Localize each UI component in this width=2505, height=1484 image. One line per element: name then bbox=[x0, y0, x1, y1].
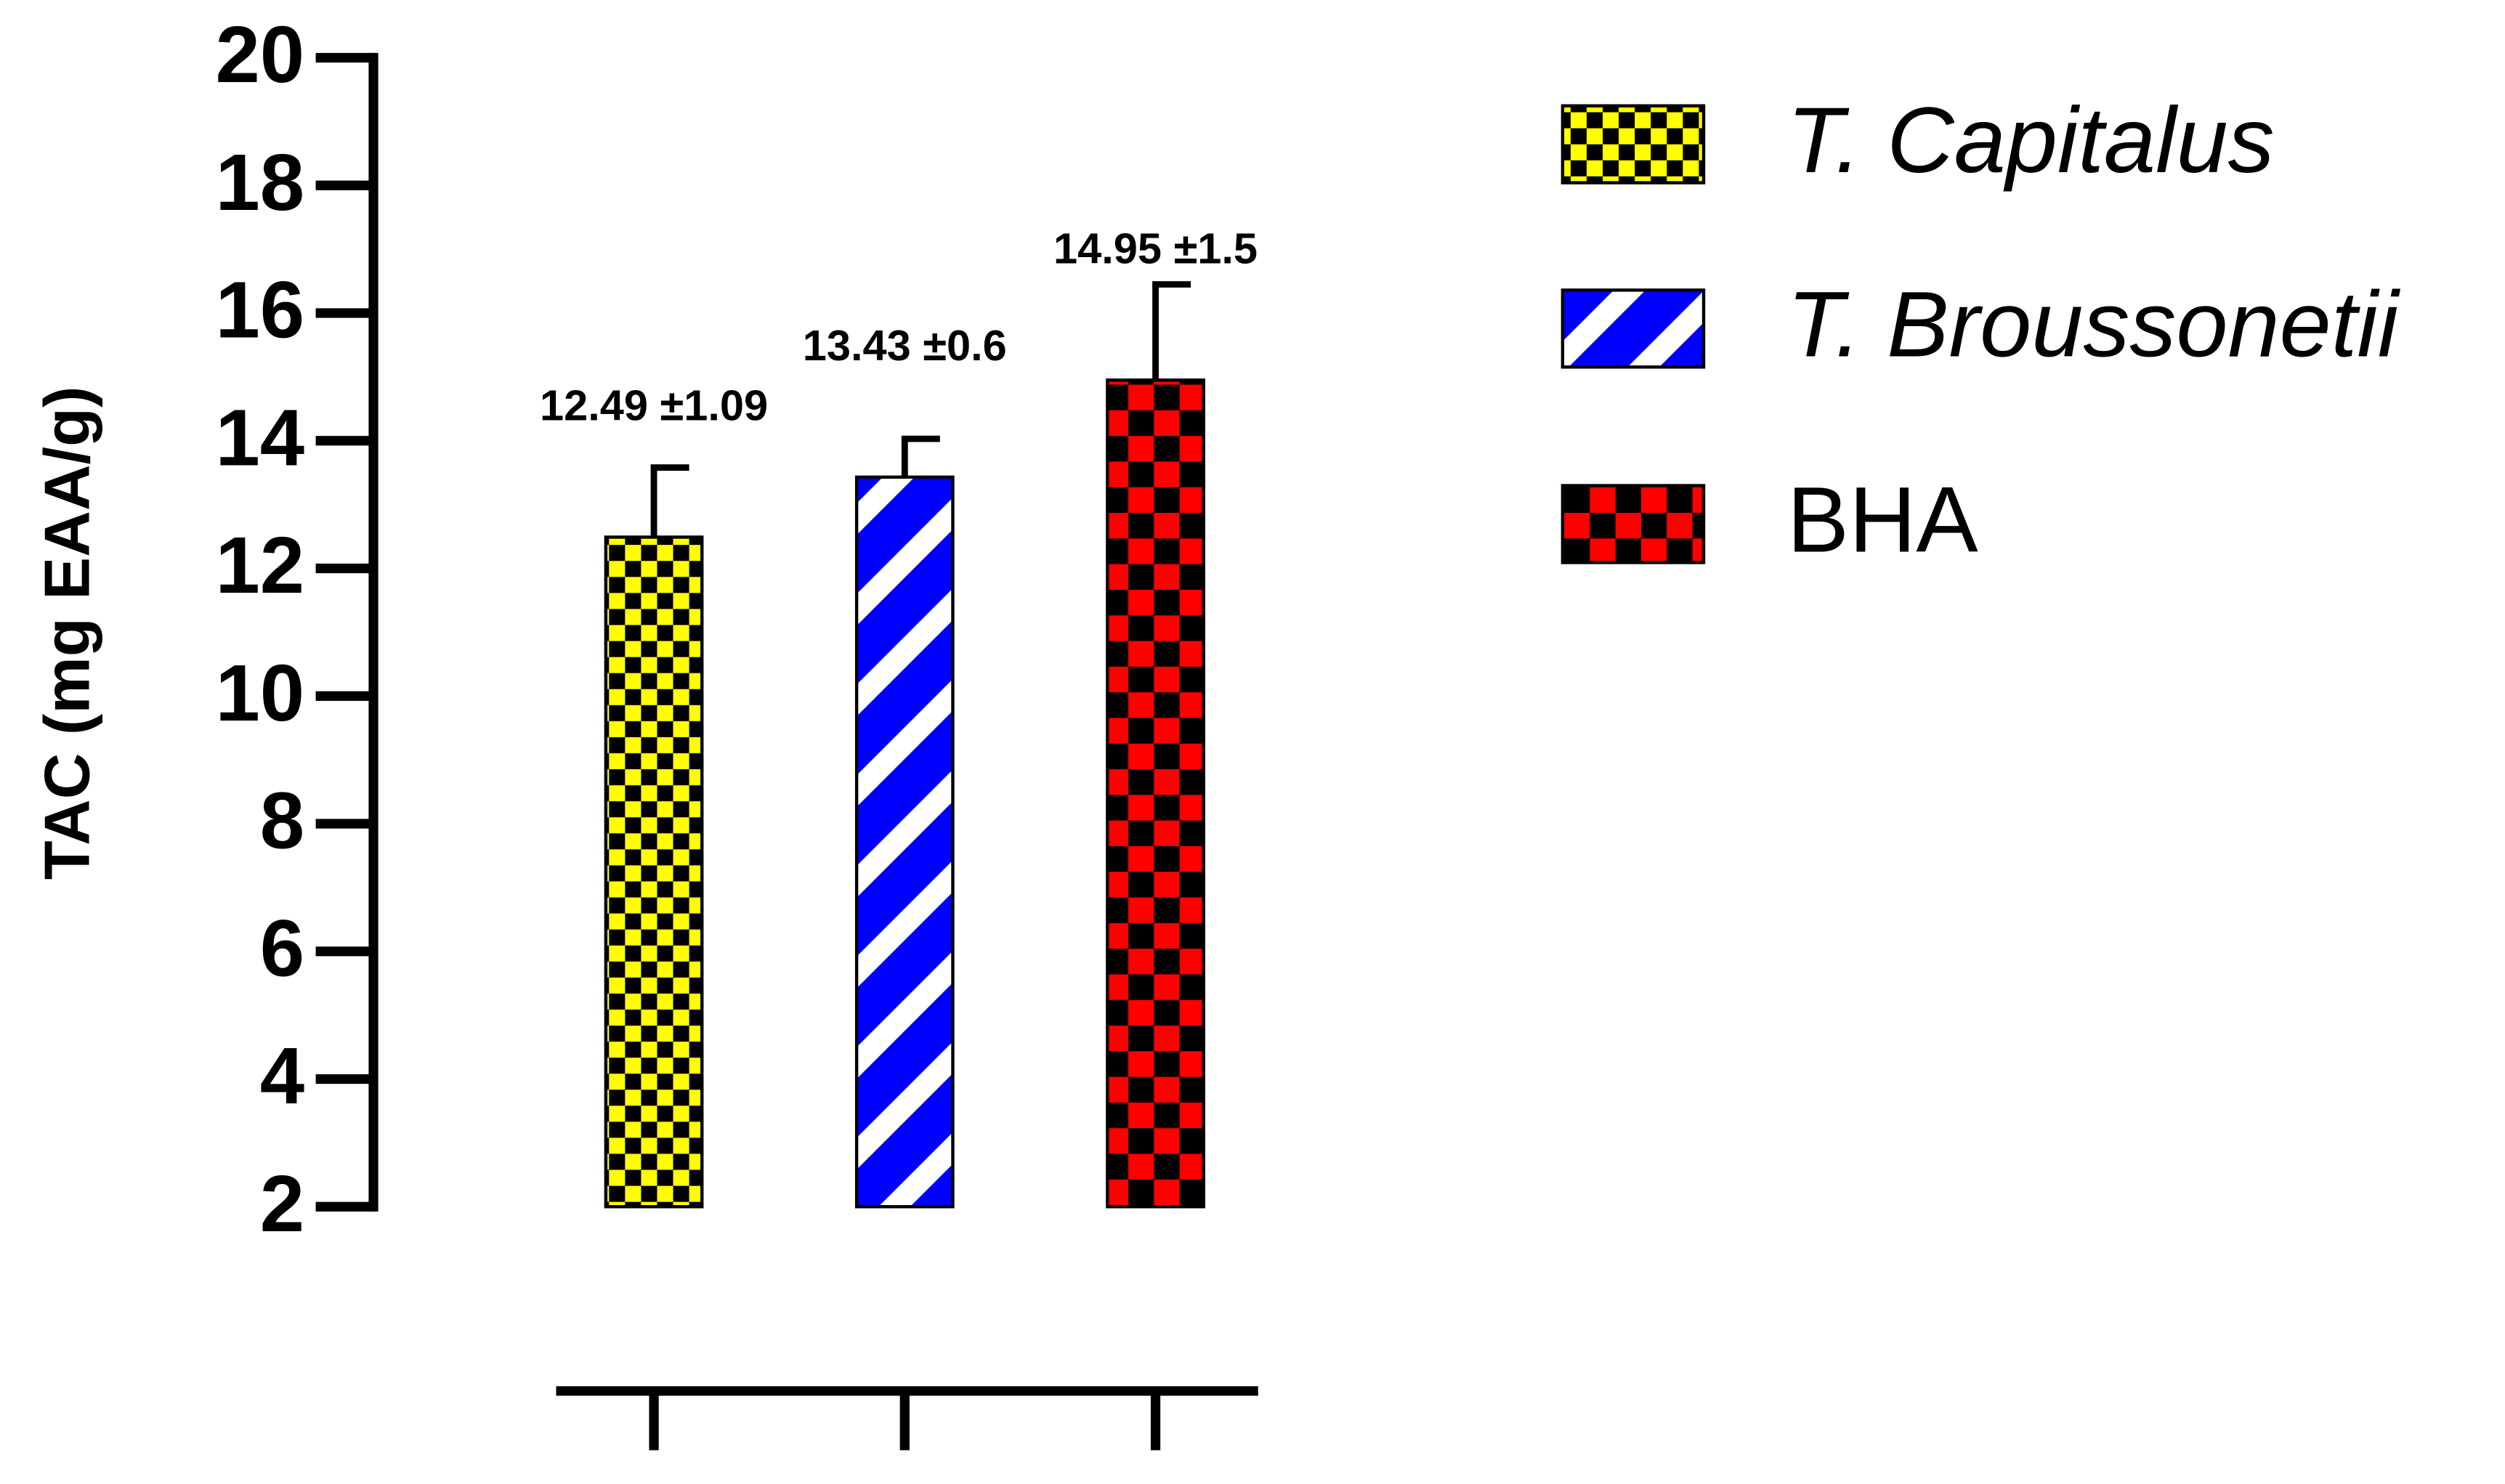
y-tick-label: 4 bbox=[260, 1031, 304, 1121]
error-bar bbox=[1152, 281, 1191, 381]
legend-label: T. Broussonetii bbox=[1787, 273, 2401, 377]
bar bbox=[854, 475, 955, 1209]
y-axis-label: TAC (mg EAA/g) bbox=[31, 386, 103, 880]
y-tick-label: 14 bbox=[215, 393, 304, 482]
y-tick-label: 10 bbox=[215, 649, 304, 738]
legend-swatch bbox=[1561, 288, 1706, 369]
value-label: 12.49 ±1.09 bbox=[540, 381, 768, 430]
value-label: 14.95 ±1.5 bbox=[1053, 224, 1258, 273]
y-tick-label: 18 bbox=[215, 138, 304, 227]
legend-label: T. Capitalus bbox=[1787, 89, 2275, 192]
legend-label: BHA bbox=[1787, 469, 1979, 572]
error-bar bbox=[650, 464, 689, 538]
bar bbox=[604, 535, 704, 1209]
y-tick-label: 8 bbox=[260, 777, 304, 866]
y-tick-label: 2 bbox=[260, 1159, 304, 1249]
y-tick-label: 6 bbox=[260, 904, 304, 993]
legend-swatch bbox=[1561, 484, 1706, 564]
error-bar bbox=[901, 435, 940, 477]
value-label: 13.43 ±0.6 bbox=[803, 321, 1007, 370]
bar bbox=[1106, 378, 1205, 1209]
y-tick-label: 12 bbox=[215, 521, 304, 610]
y-tick-label: 20 bbox=[215, 10, 304, 100]
y-tick-label: 16 bbox=[215, 266, 304, 355]
legend-swatch bbox=[1561, 104, 1706, 185]
